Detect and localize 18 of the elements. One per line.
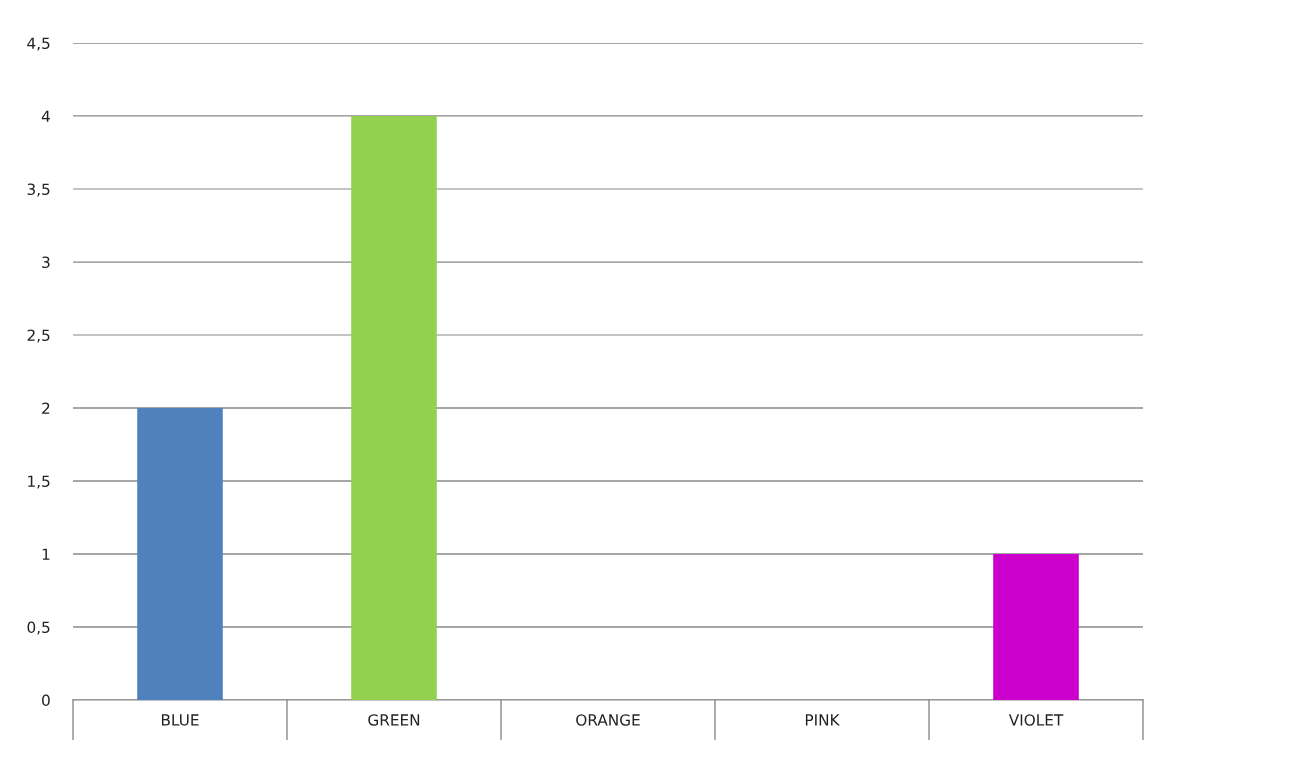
y-tick-label: 0 [42,694,50,707]
x-tick-label: VIOLET [1008,714,1064,726]
y-tick-label: 0,5 [27,621,50,635]
x-tick-label: ORANGE [576,714,640,726]
bar [137,408,223,700]
x-tick-label: BLUE [161,714,199,726]
bar [993,554,1079,700]
x-tick-label: PINK [805,714,840,726]
bar [351,116,437,700]
y-tick-label: 1 [42,548,50,560]
y-tick-label: 2 [42,402,50,414]
y-tick-label: 3,5 [27,183,50,197]
y-tick-label: 4,5 [27,37,50,51]
x-tick-label: GREEN [368,714,420,726]
y-tick-label: 4 [41,110,50,122]
y-tick-label: 3 [42,256,50,269]
y-tick-label: 2,5 [27,329,50,343]
y-tick-label: 1,5 [28,475,50,489]
